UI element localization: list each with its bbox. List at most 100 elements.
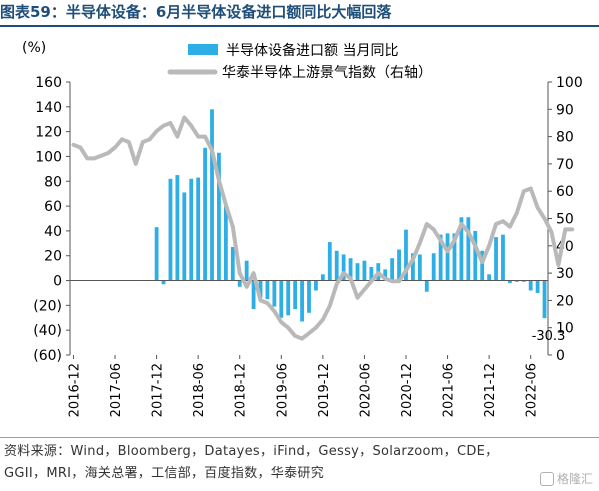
bar: [466, 217, 471, 281]
x-tick-label: 2017-06: [109, 363, 124, 417]
x-tick-label: 2019-12: [317, 363, 332, 417]
right-tick-label: 30: [556, 266, 574, 282]
bar: [175, 175, 180, 281]
bar: [397, 249, 401, 281]
bar: [314, 280, 318, 291]
chart: (60) (40) (20) 0 20 40 60 80 100 120 140 160 (%) 0 10 2…: [22, 40, 583, 417]
source-note: 资料来源：Wind，Bloomberg，Datayes，iFind，Gessy，…: [4, 444, 499, 481]
legend-bar-label: 半导体设备进口额 当月同比: [226, 42, 398, 59]
right-tick-label: 50: [556, 212, 574, 228]
bar: [327, 242, 332, 281]
bar: [210, 109, 214, 281]
left-tick-label: 160: [35, 75, 62, 91]
right-tick-label: 100: [556, 75, 583, 91]
bar: [424, 280, 429, 292]
right-tick-label: 20: [556, 293, 574, 309]
bar: [390, 258, 395, 281]
bar: [182, 192, 187, 281]
bar: [480, 250, 485, 281]
watermark: 格隆汇: [539, 470, 593, 487]
bar: [286, 280, 291, 316]
bar: [507, 280, 512, 284]
bar: [431, 253, 436, 281]
bar: [251, 280, 256, 310]
x-tick-label: 2016-12: [67, 363, 82, 417]
x-tick-label: 2022-06: [525, 363, 540, 417]
bar: [362, 260, 367, 281]
bar: [542, 280, 547, 319]
bar: [521, 280, 526, 282]
figure-title: 图表59：半导体设备：6月半导体设备进口额同比大幅回落: [0, 3, 392, 21]
footer-divider: [0, 437, 599, 438]
x-tick-label: 2020-06: [358, 363, 373, 417]
bar: [154, 227, 159, 281]
x-tick-label: 2018-12: [234, 363, 249, 417]
bar: [369, 266, 374, 281]
x-tick-label: 2018-06: [192, 363, 207, 417]
left-tick-label: 120: [35, 125, 62, 141]
bar: [189, 178, 194, 281]
left-tick-label: (60): [33, 348, 62, 364]
bar: [514, 280, 519, 282]
bar: [487, 274, 492, 281]
bar: [320, 274, 325, 281]
index-line: [71, 115, 575, 341]
watermark-logo-icon: [539, 471, 554, 486]
legend-line-label: 华泰半导体上游景气指数（右轴）: [222, 65, 432, 81]
bar: [272, 280, 277, 307]
bar: [279, 280, 284, 318]
bar: [411, 253, 415, 281]
right-tick-label: 10: [556, 321, 574, 337]
bar: [217, 152, 221, 281]
title-divider: [0, 25, 599, 27]
left-tick-label: (40): [33, 323, 62, 339]
right-tick-label: 0: [556, 348, 565, 364]
bar: [168, 178, 173, 281]
bar: [348, 258, 353, 281]
bar: [293, 280, 298, 310]
last-value-label: -30.3: [532, 329, 566, 344]
bar: [203, 147, 207, 281]
bar: [445, 233, 450, 281]
x-tick-label: 2017-12: [151, 363, 166, 417]
bar: [230, 247, 235, 281]
x-tick-label: 2019-06: [275, 363, 290, 417]
bar: [459, 217, 464, 281]
left-tick-label: 100: [35, 149, 62, 165]
left-tick-label: (20): [33, 298, 62, 314]
left-tick-label: 80: [44, 174, 62, 190]
bar: [473, 230, 478, 281]
bar: [223, 206, 228, 281]
legend-bar-swatch: [188, 44, 218, 55]
right-tick-label: 60: [556, 184, 574, 200]
bar: [161, 280, 166, 285]
bar: [417, 254, 422, 281]
x-tick-label: 2021-12: [483, 363, 498, 417]
left-tick-label: 40: [44, 224, 62, 240]
right-tick-label: 90: [556, 102, 574, 118]
bar: [494, 237, 498, 281]
bar: [438, 234, 443, 281]
right-tick-label: 80: [556, 130, 574, 146]
bar: [300, 280, 304, 322]
left-tick-label: 20: [44, 249, 62, 265]
bar: [383, 269, 388, 281]
bar: [341, 254, 346, 281]
bar: [265, 280, 270, 300]
x-tick-label: 2020-12: [400, 363, 415, 417]
left-axis-unit: (%): [22, 40, 46, 56]
bar: [501, 234, 505, 281]
bar: [196, 177, 201, 281]
left-tick-label: 140: [35, 100, 62, 116]
bar: [535, 280, 540, 293]
bar: [307, 280, 311, 313]
bar: [237, 280, 242, 287]
bar: [258, 280, 263, 298]
bar: [355, 263, 360, 281]
x-tick-label: 2021-06: [442, 363, 457, 417]
bar: [244, 260, 249, 281]
right-tick-label: 70: [556, 157, 574, 173]
left-tick-label: 0: [53, 274, 62, 290]
left-tick-label: 60: [44, 199, 62, 215]
bar: [528, 280, 533, 291]
